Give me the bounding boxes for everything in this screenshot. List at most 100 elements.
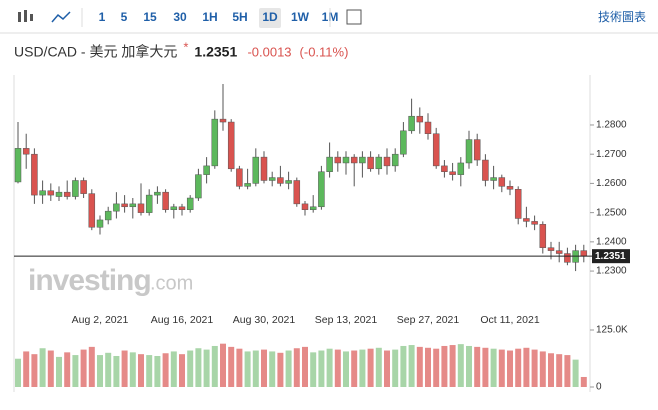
candle-body xyxy=(129,203,137,208)
candle-body xyxy=(432,133,440,167)
candle-body xyxy=(293,180,301,205)
volume-bar xyxy=(564,355,571,387)
volume-bar xyxy=(326,348,333,387)
candle-body xyxy=(227,121,235,170)
volume-bar xyxy=(154,355,161,387)
candle-body xyxy=(580,250,588,257)
candle-body xyxy=(244,183,251,187)
settings-icon[interactable] xyxy=(346,9,362,25)
y-tick-label: 1.2400 xyxy=(596,236,627,247)
last-price-tag xyxy=(592,249,630,264)
volume-bar xyxy=(252,350,259,387)
volume-bar xyxy=(88,346,95,387)
volume-bar xyxy=(146,355,153,387)
candle-body xyxy=(203,165,210,175)
x-tick-label: Aug 30, 2021 xyxy=(233,314,296,326)
candle-body xyxy=(22,148,30,155)
change: -0.0013 xyxy=(247,44,291,59)
candle-body xyxy=(318,171,325,208)
candle-body xyxy=(531,221,538,225)
candle-body xyxy=(277,177,284,184)
volume-bar xyxy=(580,376,587,387)
candle-body xyxy=(178,206,186,210)
volume-bar xyxy=(47,350,54,387)
candle-body xyxy=(424,121,432,134)
instrument-title: USD/CAD - 美元 加拿大元 xyxy=(14,44,177,60)
volume-bar xyxy=(39,348,46,387)
candle-body xyxy=(137,203,145,213)
volume-bar xyxy=(367,348,374,387)
interval-button[interactable]: 1W xyxy=(291,10,310,24)
volume-bar xyxy=(236,348,243,387)
candle-body xyxy=(367,156,374,170)
volume-bar xyxy=(162,353,169,387)
volume-bar xyxy=(539,351,546,387)
technical-chart-link[interactable]: 技術圖表 xyxy=(598,10,646,24)
candle-body xyxy=(465,139,473,164)
candle-body xyxy=(555,250,563,254)
candle-body xyxy=(113,203,120,212)
candle-body xyxy=(88,193,96,228)
volume-bar xyxy=(351,350,358,387)
volume-bar xyxy=(392,349,399,387)
volume-bar xyxy=(203,349,210,387)
candle-body xyxy=(564,253,571,263)
candle-icon[interactable] xyxy=(18,10,33,22)
candle-body xyxy=(260,156,268,181)
candle-body xyxy=(457,162,465,175)
volume-bar xyxy=(441,345,448,387)
volume-bar xyxy=(400,345,407,387)
candle-body xyxy=(96,219,104,228)
volume-bar xyxy=(129,352,136,387)
interval-buttons: 1 5 15 30 1H 5H 1D 1W 1M xyxy=(99,8,338,28)
volume-bar xyxy=(474,346,481,387)
y-tick-label: 1.2700 xyxy=(596,149,627,160)
interval-button[interactable]: 1D xyxy=(262,10,278,24)
volume-bar xyxy=(490,348,497,387)
volume-bar xyxy=(359,349,366,387)
candle-body xyxy=(523,218,530,222)
last-price-label: 1.2351 xyxy=(595,251,626,262)
interval-button[interactable]: 1 xyxy=(99,10,106,24)
candle-body xyxy=(186,197,194,210)
volume-bar xyxy=(244,351,251,387)
interval-button[interactable]: 15 xyxy=(143,10,157,24)
y-tick-label: 1.2500 xyxy=(596,207,627,218)
candle-body xyxy=(326,156,333,172)
volume-bar xyxy=(64,352,71,387)
volume-bar xyxy=(23,351,30,387)
candle-body xyxy=(498,177,506,187)
candle-body xyxy=(252,156,260,184)
candle-body xyxy=(482,159,489,181)
candle-body xyxy=(383,156,391,167)
volume-bar xyxy=(187,350,194,387)
line-icon[interactable] xyxy=(51,11,71,23)
candle-body xyxy=(375,156,383,170)
volume-bar xyxy=(556,354,563,387)
candle-body xyxy=(145,194,153,213)
interval-button[interactable]: 5 xyxy=(121,10,128,24)
candle-body xyxy=(547,247,555,251)
volume-bar xyxy=(97,355,103,387)
change-percent: (-0.11%) xyxy=(300,44,349,59)
volume-bar xyxy=(138,354,144,387)
interval-button[interactable]: 30 xyxy=(173,10,187,24)
volume-bar xyxy=(416,346,423,387)
interval-button[interactable]: 1H xyxy=(202,10,217,24)
candle-body xyxy=(408,115,415,132)
candle-body xyxy=(170,206,178,210)
candle-body xyxy=(195,174,202,199)
watermark-suffix: .com xyxy=(150,272,193,294)
candle-body xyxy=(416,115,424,123)
candle-body xyxy=(39,190,46,196)
volume-tick-label: 125.0K xyxy=(596,325,628,336)
volume-bar xyxy=(408,345,415,387)
volume-bar xyxy=(449,345,456,387)
interval-button[interactable]: 5H xyxy=(232,10,247,24)
candle-body xyxy=(63,191,71,197)
last-price: 1.2351 xyxy=(194,44,237,60)
volume-bar xyxy=(507,350,513,387)
candle-body xyxy=(309,206,317,210)
